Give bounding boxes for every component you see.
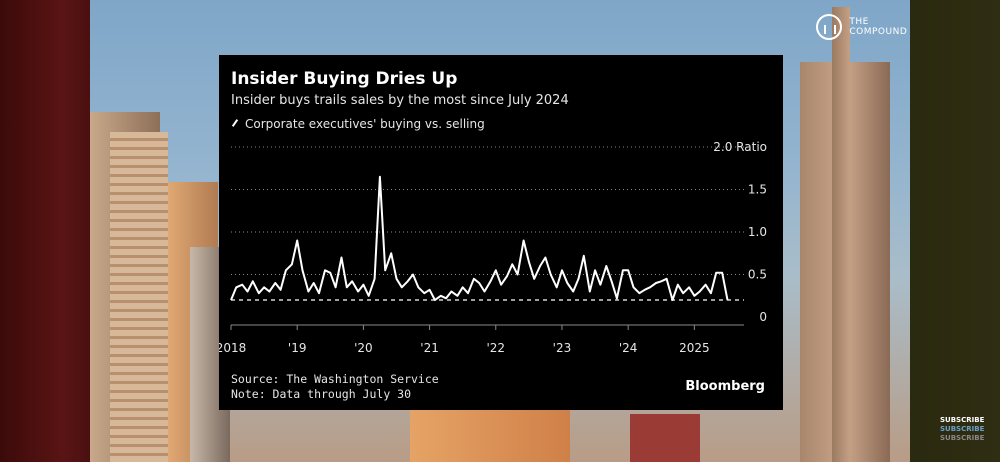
x-tick-label: 2025 xyxy=(679,341,710,355)
chart-note: Note: Data through July 30 xyxy=(231,387,412,401)
chart-title: Insider Buying Dries Up xyxy=(231,69,458,89)
subscribe-text-1: SUBSCRIBE xyxy=(940,416,985,424)
subscribe-text-3: SUBSCRIBE xyxy=(940,434,985,442)
x-tick-label: '23 xyxy=(553,341,572,355)
x-tick-label: '19 xyxy=(288,341,307,355)
building-bottom-red xyxy=(630,414,700,462)
building-right-spire xyxy=(832,7,850,462)
x-tick-label: '20 xyxy=(354,341,373,355)
chart-plot: 0 0.5 1.0 1.5 2.0 Ratio 2018 '19 '20 '21 '22 '23 '2… xyxy=(219,140,767,355)
subscribe-watermark: SUBSCRIBE SUBSCRIBE SUBSCRIBE xyxy=(940,416,984,443)
logo-text-line2: COMPOUND xyxy=(849,27,908,37)
right-side-bar xyxy=(910,0,1000,462)
x-tick-label: '22 xyxy=(486,341,505,355)
y-tick-label: 0 xyxy=(759,310,767,324)
x-tick-label: 2018 xyxy=(219,341,246,355)
series-line xyxy=(230,175,729,301)
y-tick-label: 1.0 xyxy=(748,225,767,239)
y-tick-label: 2.0 Ratio xyxy=(713,140,767,154)
y-tick-label: 0.5 xyxy=(748,268,767,282)
subscribe-text-2: SUBSCRIBE xyxy=(940,425,985,433)
chart-legend: Corporate executives' buying vs. selling xyxy=(231,117,485,131)
x-tick-label: '21 xyxy=(420,341,439,355)
building-bottom-orange xyxy=(410,410,570,462)
the-compound-logo: THE COMPOUND xyxy=(816,14,907,40)
bloomberg-brand: Bloomberg xyxy=(685,379,765,394)
building-left-tall xyxy=(110,132,168,462)
legend-label: Corporate executives' buying vs. selling xyxy=(245,117,485,131)
chart-panel: Insider Buying Dries Up Insider buys tra… xyxy=(219,55,783,410)
chart-source: Source: The Washington Service xyxy=(231,372,439,386)
compound-logo-icon xyxy=(816,14,842,40)
logo-text-line1: THE xyxy=(849,17,869,27)
left-side-bar xyxy=(0,0,90,462)
x-tick-label: '24 xyxy=(619,341,638,355)
y-tick-label: 1.5 xyxy=(748,183,767,197)
chart-subtitle: Insider buys trails sales by the most si… xyxy=(231,93,569,108)
